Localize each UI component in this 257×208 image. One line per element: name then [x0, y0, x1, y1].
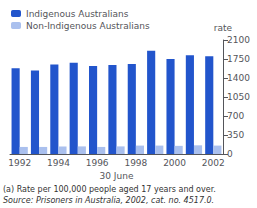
svg-text:rate: rate: [214, 23, 233, 33]
svg-text:1400: 1400: [227, 73, 250, 83]
svg-text:0: 0: [227, 149, 233, 159]
svg-text:1992: 1992: [8, 158, 31, 168]
svg-text:1998: 1998: [124, 158, 147, 168]
svg-text:30 June: 30 June: [100, 171, 134, 181]
svg-text:1996: 1996: [86, 158, 109, 168]
svg-text:Indigenous Australians: Indigenous Australians: [26, 9, 129, 19]
svg-text:350: 350: [227, 130, 244, 140]
svg-text:2000: 2000: [163, 158, 186, 168]
svg-text:(a) Rate per 100,000 people ag: (a) Rate per 100,000 people aged 17 year…: [3, 185, 216, 194]
svg-text:1750: 1750: [227, 54, 250, 64]
svg-text:Source: Prisoners in Australia: Source: Prisoners in Australia, 2002, ca…: [3, 196, 214, 205]
svg-text:Non-Indigenous Australians: Non-Indigenous Australians: [26, 21, 150, 31]
svg-text:1050: 1050: [227, 92, 250, 102]
svg-text:2100: 2100: [227, 35, 250, 45]
svg-text:1994: 1994: [47, 158, 70, 168]
svg-text:2002: 2002: [202, 158, 225, 168]
svg-text:700: 700: [227, 111, 244, 121]
